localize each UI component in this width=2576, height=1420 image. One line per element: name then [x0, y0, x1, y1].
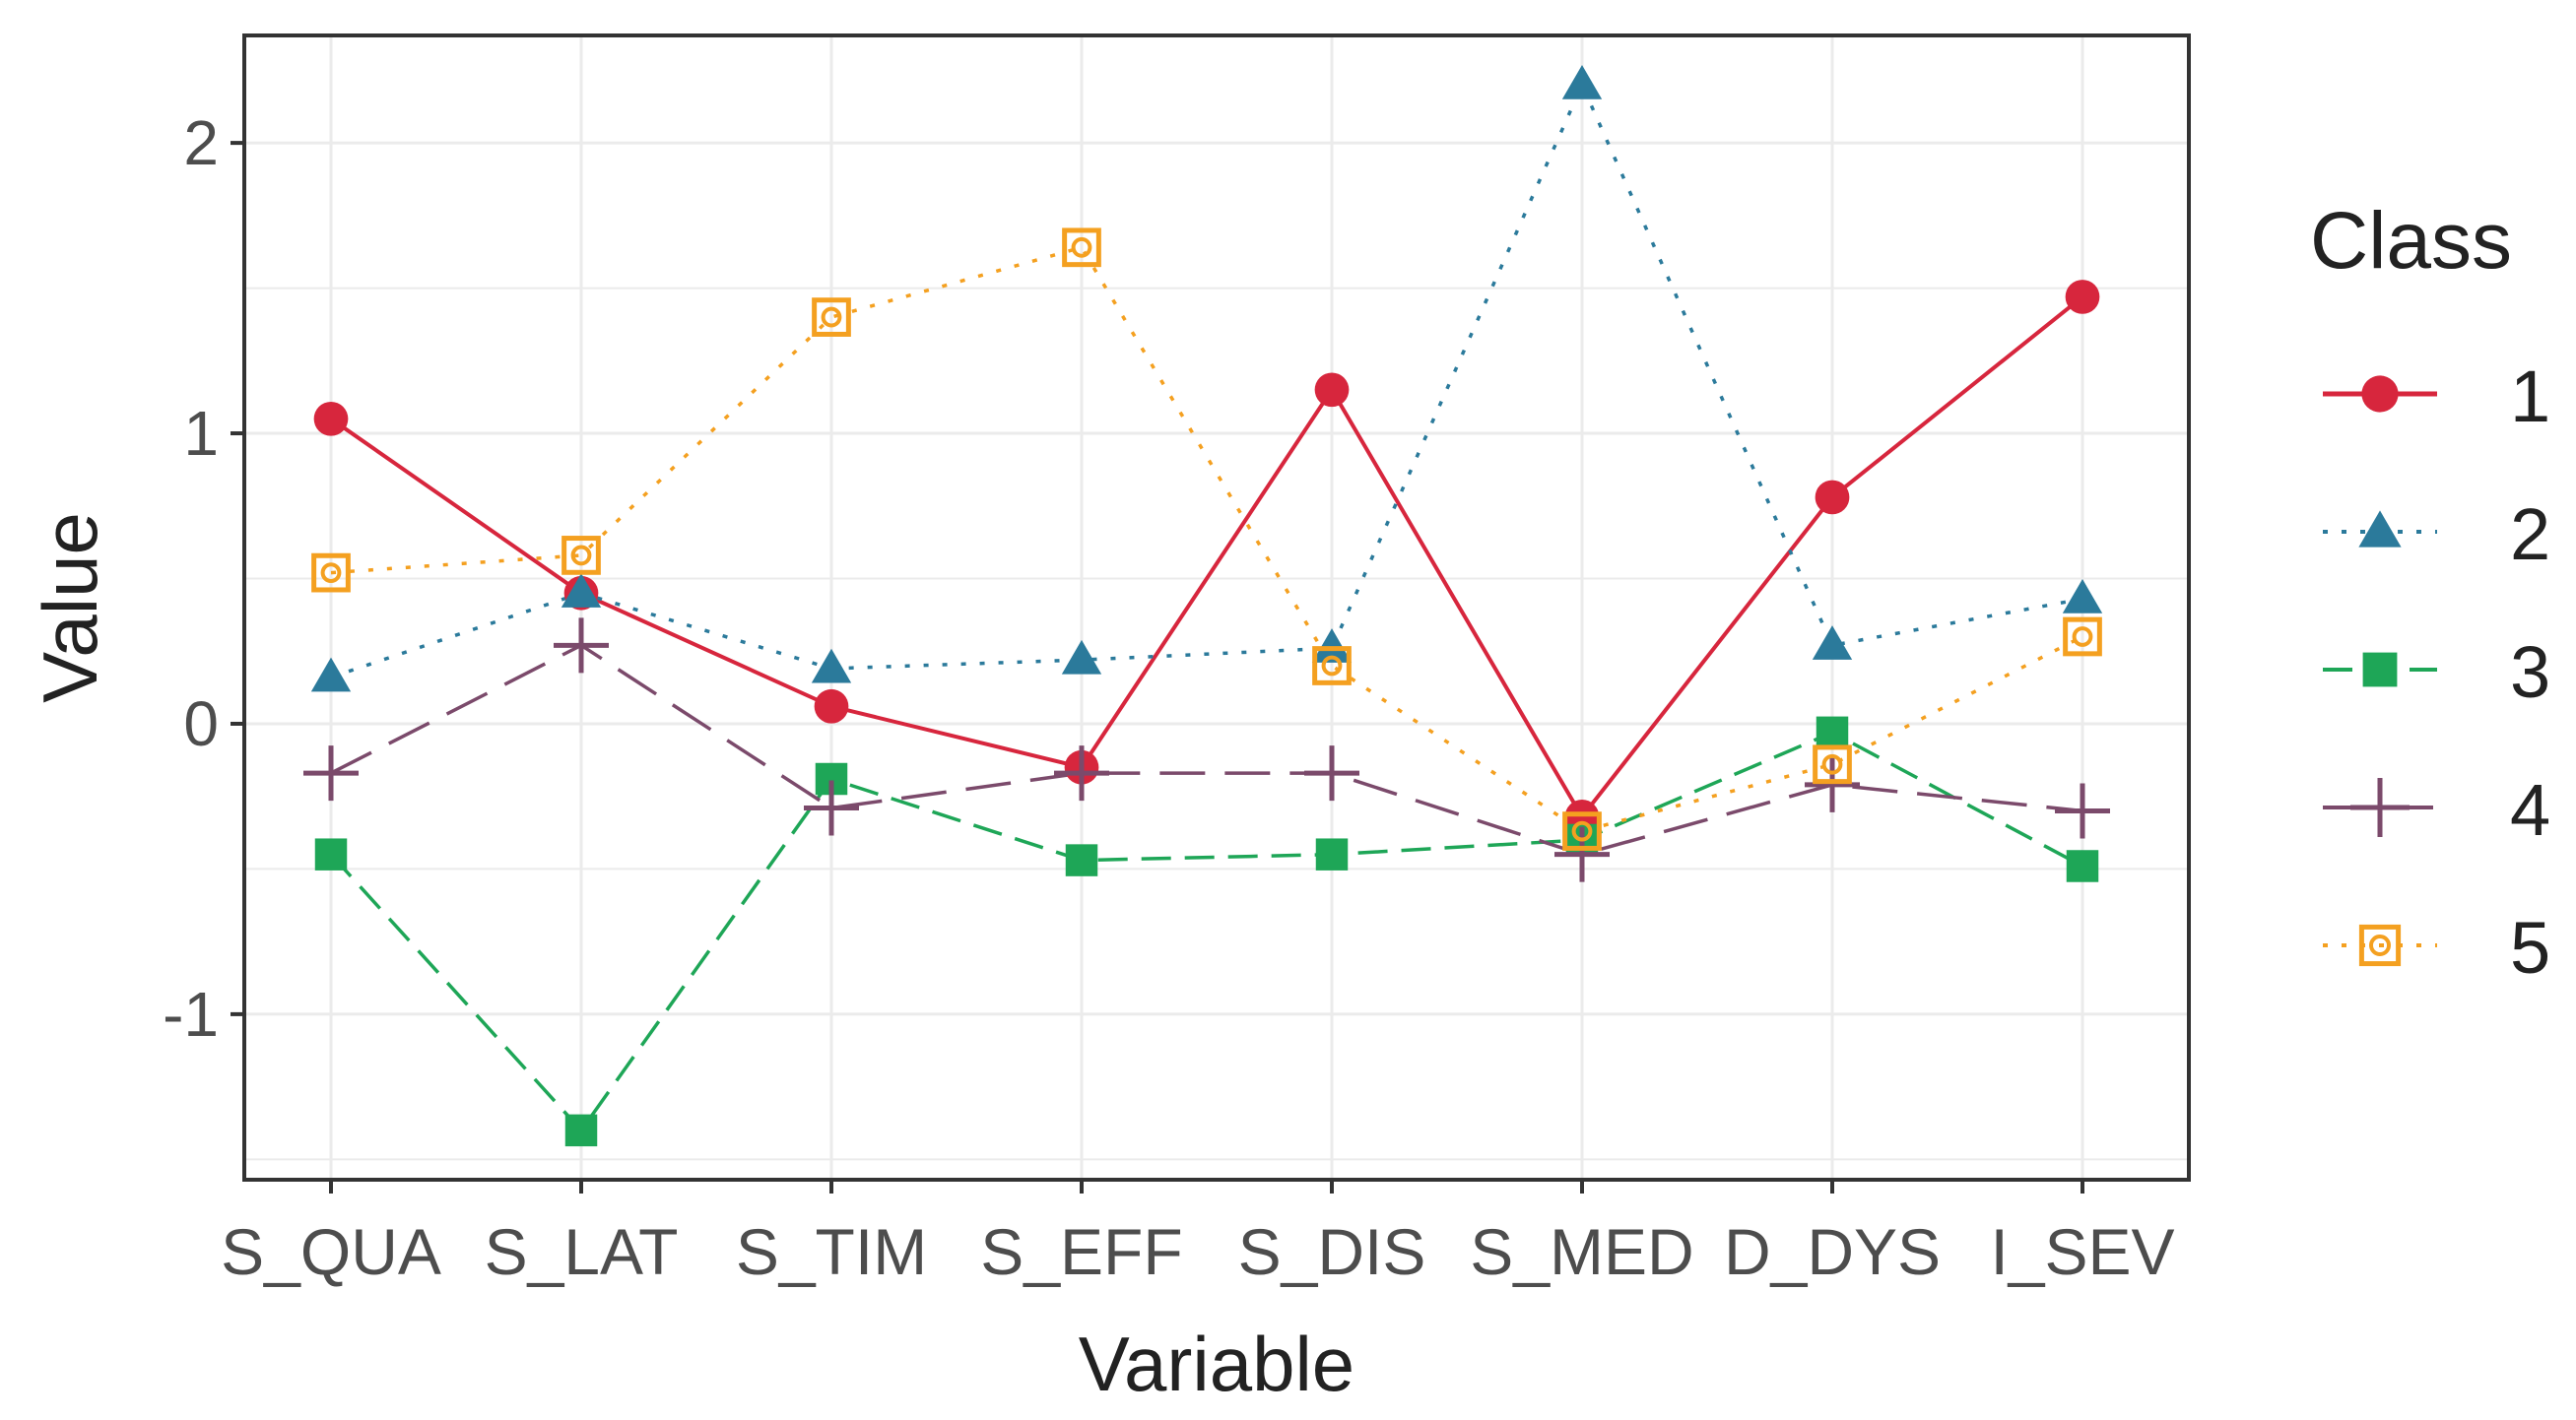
series-3-point	[1816, 716, 1849, 749]
series-4-point	[554, 617, 609, 674]
series-3-point	[2066, 850, 2099, 882]
x-tick-label: S_TIM	[736, 1215, 927, 1288]
y-tick-label: -1	[163, 979, 219, 1050]
series-3-point	[314, 838, 348, 871]
series-2-line	[330, 80, 2083, 679]
legend-key-marker-2	[2358, 510, 2402, 548]
series-4-line	[330, 643, 2083, 857]
series-2-point	[811, 648, 852, 683]
y-tick-label: 0	[183, 688, 219, 759]
series-5-point	[1312, 646, 1352, 685]
series-2-point	[1311, 628, 1353, 663]
series-5-point	[561, 536, 601, 575]
series-5-point-box	[1062, 227, 1101, 268]
series-4-point	[303, 745, 359, 802]
legend-label-4: 4	[2510, 769, 2550, 851]
y-tick-label: 2	[183, 107, 219, 178]
legend-key-marker-4	[2350, 778, 2410, 837]
series-4-point	[1805, 756, 1860, 812]
series-1-point	[1815, 480, 1850, 515]
legend: Class 1 2 3 4 5	[2310, 196, 2550, 989]
series-5-point-box	[561, 536, 601, 575]
x-tick-label: S_MED	[1470, 1215, 1693, 1288]
series-1-point	[1314, 372, 1350, 408]
series-3-point	[1065, 844, 1098, 876]
legend-key-marker-5	[2358, 924, 2402, 967]
series-5-point-box	[311, 552, 351, 593]
x-axis-title: Variable	[1079, 1321, 1354, 1407]
series-5-point-ring	[1321, 655, 1343, 677]
series-4-point	[1554, 826, 1610, 882]
series-4-point	[804, 780, 859, 836]
legend-label-1: 1	[2510, 355, 2550, 437]
series-5-point	[1062, 227, 1101, 268]
legend-title: Class	[2310, 196, 2512, 286]
series-5-point-ring	[1571, 820, 1593, 842]
series-5-point-box	[1312, 646, 1352, 685]
axes: -1 0 1 2 S_QUA S_LAT S_TIM S_EFF S_DIS S_MED D_DYS…	[163, 107, 2174, 1288]
legend-label-3: 3	[2510, 631, 2550, 713]
series-5-point-ring	[1071, 236, 1092, 258]
series-4-point	[1304, 745, 1359, 802]
series-markers	[303, 64, 2110, 1147]
series-5-point-box	[812, 297, 851, 337]
series-5-point	[812, 297, 851, 337]
series-5-point-ring	[570, 545, 592, 566]
series-5-point-ring	[320, 562, 342, 584]
x-tick-label: S_QUA	[221, 1215, 441, 1288]
series-1-point	[814, 688, 849, 724]
series-5-point-ring	[821, 306, 842, 328]
series-4-point	[1054, 745, 1109, 802]
series-3-point	[564, 1114, 598, 1147]
series-1-point	[2065, 280, 2100, 314]
series-3-line	[329, 730, 2083, 1133]
series-2-point	[2062, 578, 2103, 613]
series-5-point-box	[1562, 811, 1602, 851]
series-2-point	[561, 573, 602, 608]
y-tick-label: 1	[183, 398, 219, 469]
series-5-point-ring	[1821, 753, 1843, 775]
series-5-point	[2063, 616, 2102, 657]
x-tick-label: S_LAT	[485, 1215, 679, 1288]
series-3-point	[1315, 838, 1349, 871]
legend-key-marker-3	[2362, 652, 2398, 687]
series-5-point-ring	[2072, 626, 2093, 647]
series-2-point	[1061, 639, 1102, 675]
series-4-point	[2055, 783, 2110, 839]
x-tick-label: D_DYS	[1724, 1215, 1941, 1288]
series-2-point	[1812, 625, 1853, 660]
legend-label-2: 2	[2510, 493, 2550, 575]
series-5-point	[311, 552, 351, 593]
x-tick-label: S_EFF	[980, 1215, 1182, 1288]
legend-key-marker-5-ring	[2369, 935, 2391, 956]
plot-panel-border	[242, 33, 2191, 1182]
series-5-point	[1562, 811, 1602, 851]
x-tick-label: S_DIS	[1238, 1215, 1426, 1288]
x-tick-label: I_SEV	[1990, 1215, 2174, 1288]
series-1-point	[313, 401, 349, 436]
series-2-point	[1561, 64, 1603, 99]
series-5-point-box	[2063, 616, 2102, 657]
series-lines	[329, 80, 2084, 1133]
legend-key-marker-5-box	[2358, 924, 2402, 967]
legend-key-marker-1	[2361, 375, 2399, 413]
series-5-point	[1813, 744, 1852, 785]
series-5-point-box	[1813, 744, 1852, 785]
series-2-point	[310, 657, 352, 692]
y-axis-title: Value	[27, 512, 113, 703]
legend-label-5: 5	[2510, 907, 2550, 989]
